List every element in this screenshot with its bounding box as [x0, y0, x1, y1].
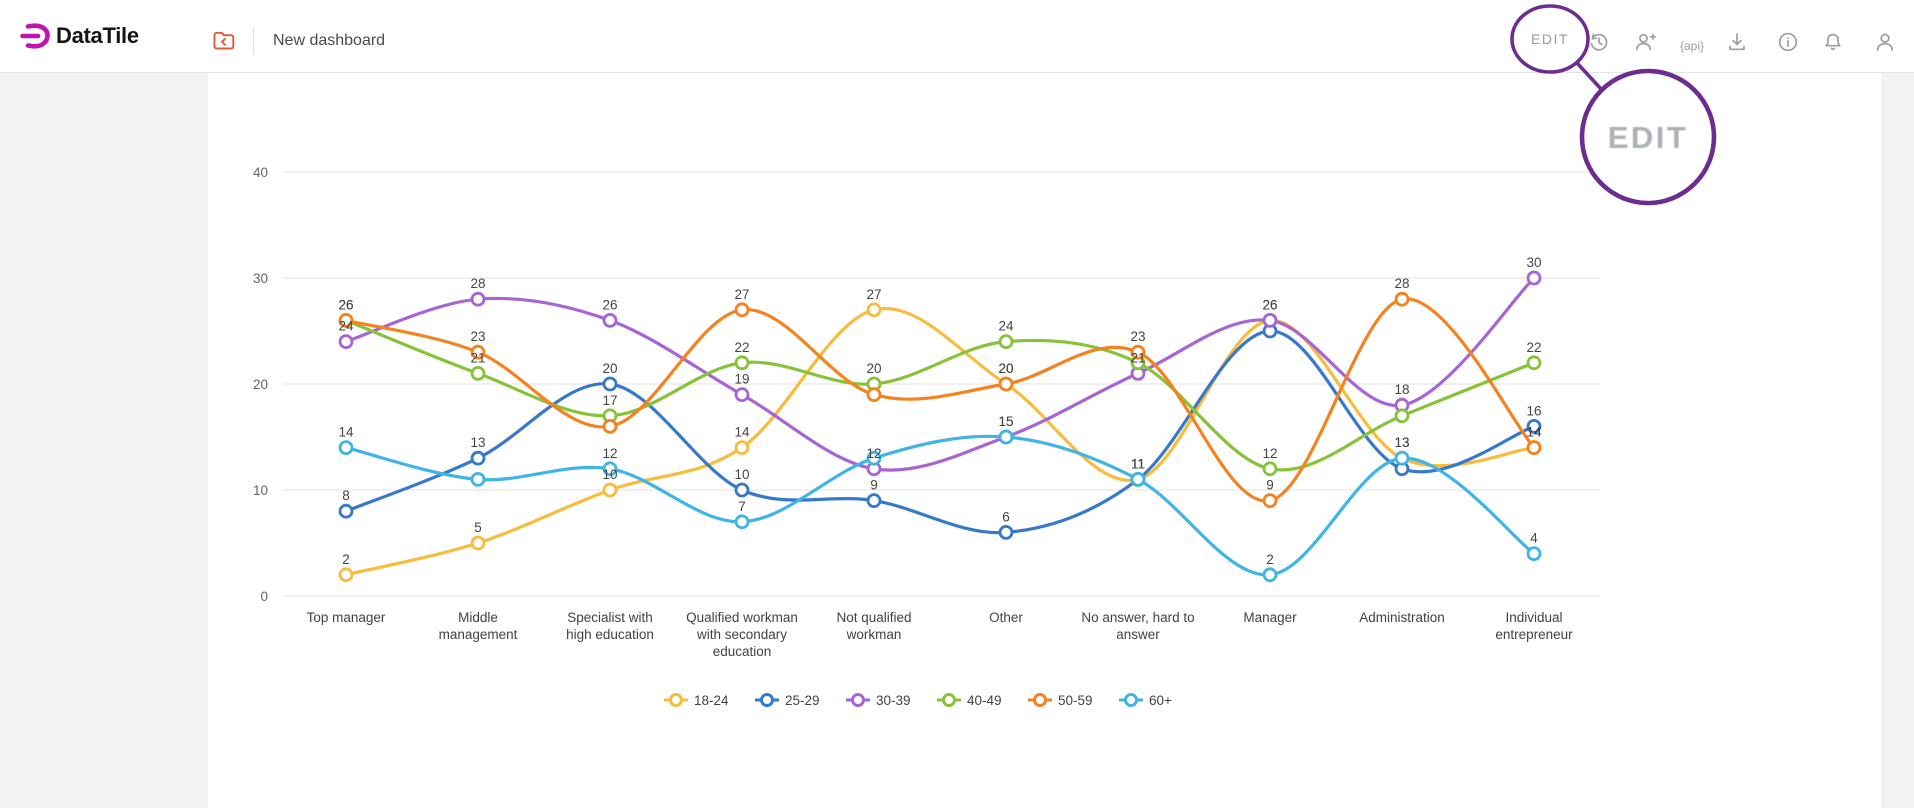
legend-ring-icon — [942, 693, 956, 707]
legend-ring-icon — [851, 693, 865, 707]
add-user-icon — [1635, 33, 1657, 51]
notifications-icon — [1825, 33, 1841, 51]
legend-label: 60+ — [1149, 693, 1172, 708]
legend-item-60+[interactable]: 60+ — [1119, 693, 1172, 708]
legend-ring-icon — [1033, 693, 1047, 707]
legend-ring-icon — [1124, 693, 1138, 707]
add-user-button[interactable] — [1633, 30, 1657, 54]
toolbar-divider — [253, 28, 254, 54]
top-bar: DataTile New dashboard EDIT {api} — [0, 0, 1914, 73]
notifications-button[interactable] — [1821, 30, 1845, 54]
history-button[interactable] — [1587, 30, 1611, 54]
legend-item-30-39[interactable]: 30-39 — [846, 693, 911, 708]
datatile-logo-icon — [20, 23, 50, 49]
profile-button[interactable] — [1873, 30, 1897, 54]
legend-label: 40-49 — [967, 693, 1002, 708]
download-button[interactable] — [1725, 30, 1749, 54]
api-button[interactable]: {api} — [1672, 30, 1712, 54]
legend-label: 25-29 — [785, 693, 820, 708]
legend-item-40-49[interactable]: 40-49 — [937, 693, 1002, 708]
history-icon — [1590, 33, 1608, 51]
profile-icon — [1876, 33, 1894, 51]
brand: DataTile — [20, 22, 139, 50]
legend-label: 18-24 — [694, 693, 729, 708]
download-icon — [1729, 33, 1745, 51]
legend-ring-icon — [760, 693, 774, 707]
legend-item-25-29[interactable]: 25-29 — [755, 693, 820, 708]
legend-item-18-24[interactable]: 18-24 — [664, 693, 729, 708]
info-button[interactable] — [1776, 30, 1800, 54]
dashboards-folder-button[interactable] — [211, 28, 237, 54]
legend-label: 50-59 — [1058, 693, 1093, 708]
edit-button[interactable]: EDIT — [1524, 31, 1576, 47]
dashboards-folder-icon — [213, 31, 235, 49]
api-icon: {api} — [1679, 38, 1705, 53]
legend-ring-icon — [669, 693, 683, 707]
legend-label: 30-39 — [876, 693, 911, 708]
dashboard-title: New dashboard — [273, 32, 386, 49]
brand-name: DataTile — [56, 23, 139, 48]
legend-item-50-59[interactable]: 50-59 — [1028, 693, 1093, 708]
info-icon — [1778, 32, 1798, 52]
chart-legend: 18-24 25-29 30-39 40-49 50-59 60+ — [664, 693, 1172, 708]
